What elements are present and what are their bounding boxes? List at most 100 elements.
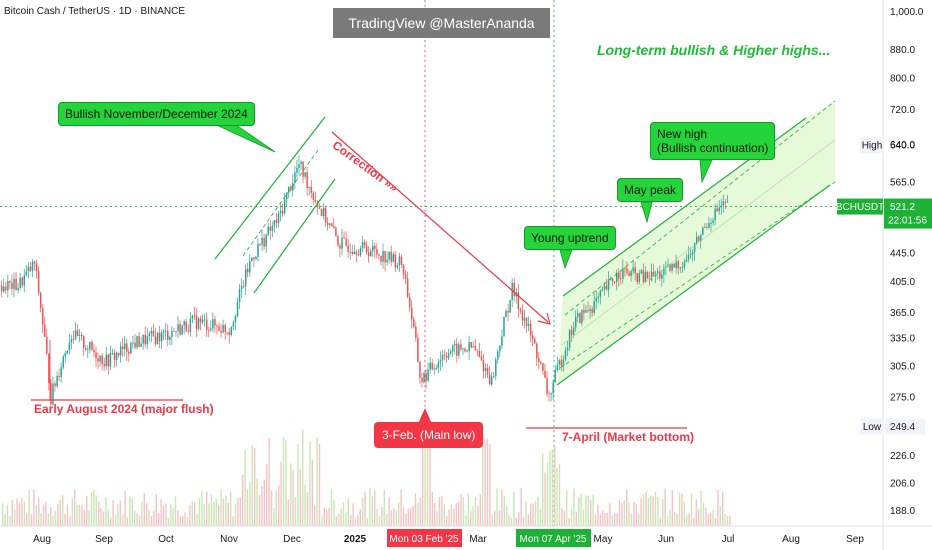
candle-body xyxy=(673,263,675,268)
volume-bar xyxy=(669,509,671,526)
volume-bar xyxy=(263,479,265,526)
may-peak-pointer xyxy=(640,201,653,224)
volume-bar xyxy=(410,508,412,526)
volume-bar xyxy=(59,499,61,526)
candle-body xyxy=(201,319,204,323)
candle-body xyxy=(370,251,372,257)
volume-bar xyxy=(165,503,167,526)
candle-body xyxy=(400,256,403,265)
volume-bar xyxy=(352,503,354,526)
candle-body xyxy=(140,343,142,347)
volume-bar xyxy=(616,513,618,526)
candle-body xyxy=(29,266,32,271)
candle-body xyxy=(675,261,677,268)
volume-bar xyxy=(78,504,81,526)
volume-bar xyxy=(213,501,215,526)
candle-body xyxy=(704,227,706,229)
candle-body xyxy=(597,296,600,299)
symbol-tag-bg xyxy=(837,198,883,215)
x-tick-label: Jul xyxy=(722,534,735,545)
volume-bar xyxy=(189,504,191,526)
candle-body xyxy=(466,351,468,352)
candle-body xyxy=(501,336,503,346)
apr-date-text: Mon 07 Apr '25 xyxy=(520,534,587,545)
volume-bar xyxy=(544,472,546,526)
high-tag-label: High xyxy=(862,141,883,152)
candle-body xyxy=(1,285,3,292)
volume-bar xyxy=(206,491,208,526)
candle-body xyxy=(111,352,114,354)
candle-body xyxy=(181,325,183,335)
volume-bar xyxy=(160,499,162,526)
candle-body xyxy=(27,266,30,272)
candle-body xyxy=(490,376,493,385)
candle-body xyxy=(35,263,38,272)
volume-bar xyxy=(534,501,537,526)
candle-body xyxy=(306,172,308,188)
candle-body xyxy=(593,301,595,313)
candle-body xyxy=(652,271,655,277)
candle-body xyxy=(226,332,228,333)
volume-bar xyxy=(585,495,587,526)
volume-bar xyxy=(467,494,469,526)
volume-bar xyxy=(702,502,705,526)
candle-body xyxy=(447,353,450,358)
candle-body xyxy=(56,375,58,387)
volume-bar xyxy=(712,509,714,526)
volume-bar xyxy=(28,489,30,526)
y-tick-label: 800.0 xyxy=(890,74,915,85)
volume-bar xyxy=(35,505,37,526)
volume-bar xyxy=(234,503,237,526)
candle-body xyxy=(46,336,48,354)
candle-body xyxy=(529,324,532,336)
volume-bar xyxy=(102,511,105,526)
candle-body xyxy=(634,267,636,273)
y-tick-label: 206.0 xyxy=(890,479,915,490)
candle-body xyxy=(193,315,196,317)
candle-body xyxy=(663,267,665,275)
volume-bar xyxy=(230,491,232,526)
candle-body xyxy=(21,277,23,286)
candle-body xyxy=(542,363,544,371)
symbol-tag-text: BCHUSDT xyxy=(836,202,884,213)
volume-bar xyxy=(306,492,309,526)
candle-body xyxy=(337,236,339,246)
volume-bar xyxy=(254,448,256,526)
volume-bar xyxy=(64,513,66,526)
volume-bar xyxy=(527,514,529,526)
candle-body xyxy=(630,271,632,276)
candle-body xyxy=(54,383,56,387)
candle-body xyxy=(107,354,110,367)
candle-body xyxy=(302,161,304,177)
candle-body xyxy=(386,259,388,263)
volume-bar xyxy=(690,493,693,526)
candle-body xyxy=(208,329,210,331)
candle-body xyxy=(300,161,302,165)
volume-bar xyxy=(282,437,285,526)
candle-body xyxy=(429,362,431,370)
candle-body xyxy=(158,332,161,341)
volume-bar xyxy=(724,513,726,526)
candle-body xyxy=(64,353,67,357)
volume-bar xyxy=(210,494,213,526)
candle-body xyxy=(119,346,122,356)
volume-bar xyxy=(338,513,340,526)
volume-bar xyxy=(148,509,150,526)
candle-body xyxy=(308,186,310,188)
candle-body xyxy=(177,324,179,332)
candle-body xyxy=(603,285,606,289)
volume-bar xyxy=(472,506,474,526)
volume-bar xyxy=(676,513,678,526)
volume-bar xyxy=(388,496,390,526)
volume-bar xyxy=(450,504,453,526)
volume-bar xyxy=(6,504,9,526)
volume-bar xyxy=(143,492,145,526)
rally-channel-lower xyxy=(253,178,336,294)
volume-bar xyxy=(158,513,160,526)
candle-body xyxy=(394,254,397,268)
volume-bar xyxy=(155,494,157,526)
candle-body xyxy=(329,223,331,226)
candle-body xyxy=(470,342,472,348)
volume-bar xyxy=(328,507,330,526)
